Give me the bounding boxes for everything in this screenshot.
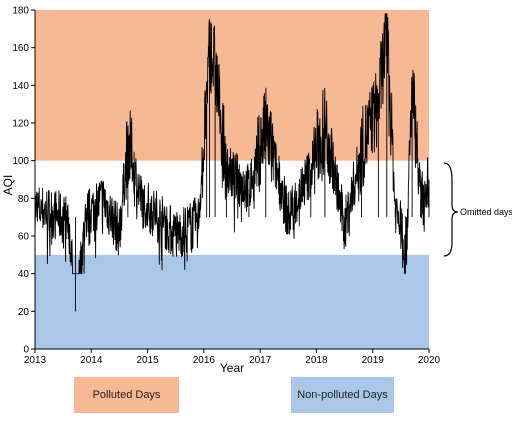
series-line-aqi [34, 13, 430, 275]
x-axis-title: Year [220, 361, 244, 375]
y-axis-title: AQI [1, 175, 15, 196]
omitted-annotation: Omitted days [460, 207, 512, 217]
legend-polluted-days: Polluted Days [74, 377, 179, 413]
y-tick-label-80: 80 [18, 194, 30, 205]
band-nonpolluted [35, 254, 429, 349]
x-tick-label-2018: 2018 [305, 355, 328, 366]
y-tick-label-160: 160 [12, 43, 29, 54]
legend-nonpolluted-days: Non-polluted Days [291, 377, 394, 413]
omitted-bracket [443, 162, 459, 257]
axes-layer [34, 10, 429, 350]
x-tick-label-2016: 2016 [193, 355, 216, 366]
y-tick-label-60: 60 [18, 232, 30, 243]
x-tick-label-2019: 2019 [362, 355, 385, 366]
ticks-layer: 2013 2014 2015 2016 2017 2018 2019 2020 0 20 40 60 8… [12, 6, 440, 367]
x-tick-label-2015: 2015 [136, 355, 159, 366]
y-tick-label-20: 20 [18, 307, 30, 318]
series-layer [34, 13, 430, 312]
legend-nonpolluted-label: Non-polluted Days [297, 389, 388, 401]
y-tick-label-0: 0 [23, 345, 29, 356]
band-polluted [35, 10, 429, 161]
x-tick-label-2017: 2017 [249, 355, 272, 366]
bands-layer [35, 10, 429, 349]
legend-polluted-label: Polluted Days [92, 389, 161, 401]
x-tick-label-2014: 2014 [80, 355, 103, 366]
y-tick-label-40: 40 [18, 269, 30, 280]
y-tick-label-120: 120 [12, 119, 29, 130]
y-tick-label-180: 180 [12, 6, 29, 17]
y-tick-label-140: 140 [12, 81, 29, 92]
y-tick-label-100: 100 [12, 156, 29, 167]
x-tick-label-2020: 2020 [418, 355, 441, 366]
x-tick-label-2013: 2013 [24, 355, 47, 366]
